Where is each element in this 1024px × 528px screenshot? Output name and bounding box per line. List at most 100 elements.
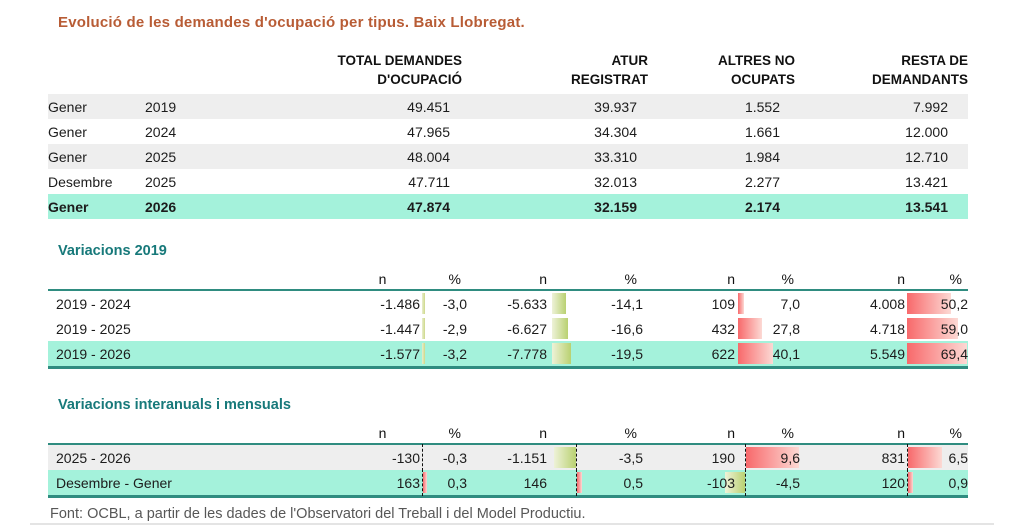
cell-value: 831 (881, 449, 905, 466)
cell-value: 1.661 (744, 123, 780, 140)
subheader-n: n (467, 263, 547, 291)
table-row-highlighted: 2019 - 2026 -1.577 -3,2 -7.778 -19,5 622… (48, 341, 968, 369)
cell-value: -130 (391, 449, 420, 466)
variacions-2019-table: n % n % n % n % 2019 - 2024 -1.486 -3,0 … (48, 263, 968, 369)
table-row-highlighted: Desembre - Gener 163 0,3 146 0,5 -103 -4… (48, 469, 968, 498)
cell-value: 1.984 (744, 148, 780, 165)
data-bar (907, 318, 958, 339)
cell-value: -4,5 (775, 474, 800, 491)
header-line: ATUR (611, 53, 649, 68)
axis-line (745, 469, 746, 496)
data-bar (552, 293, 566, 314)
subheader-n: n (800, 263, 905, 291)
cell-value: 120 (881, 474, 905, 491)
cell-month: Desembre (48, 173, 113, 190)
subheader-row: n % n % n % n % (48, 263, 968, 291)
cell-value: 32.013 (594, 173, 637, 190)
source-note: Font: OCBL, a partir de les dades de l'O… (50, 506, 586, 522)
subheader-pct: % (420, 263, 467, 291)
cell-month: Gener (48, 198, 89, 215)
cell-value: 48.004 (407, 148, 450, 165)
section-heading-variacions-interanuals: Variacions interanuals i mensuals (58, 397, 291, 413)
cell-value: 39.937 (594, 98, 637, 115)
cell-value: 13.541 (905, 198, 948, 215)
cell-value: -1.577 (380, 345, 420, 362)
cell-value: -3,0 (442, 295, 467, 312)
cell-value: 47.965 (407, 123, 450, 140)
cell-value: 2.277 (744, 173, 780, 190)
cell-value: 7.992 (912, 98, 948, 115)
cell-value: 27,8 (772, 320, 800, 337)
cell-value: -1.447 (380, 320, 420, 337)
main-table-header-row: TOTAL DEMANDES D'OCUPACIÓ ATUR REGISTRAT… (48, 51, 968, 94)
subheader-row: n % n % n % n % (48, 417, 968, 445)
cell-value: -19,5 (611, 345, 643, 362)
cell-value: -2,9 (442, 320, 467, 337)
data-bar (422, 318, 425, 339)
subheader-pct: % (905, 417, 968, 445)
cell-month: Gener (48, 98, 87, 115)
header-total-demandes: TOTAL DEMANDES D'OCUPACIÓ (215, 51, 462, 94)
variacions-interanuals-table: n % n % n % n % 2025 - 2026 -130 -0,3 -1… (48, 417, 968, 498)
cell-value: 13.421 (905, 173, 948, 190)
cell-value: 12.000 (905, 123, 948, 140)
axis-line (907, 444, 908, 471)
cell-value: 9,6 (780, 449, 800, 466)
cell-year: 2025 (145, 173, 177, 190)
cell-value: 6,5 (948, 449, 968, 466)
header-spacer (48, 51, 215, 94)
cell-period: 2019 - 2026 (48, 341, 345, 369)
cell-month: Gener (48, 148, 87, 165)
table-row: Desembre 2025 47.711 32.013 2.277 13.421 (48, 169, 968, 194)
header-atur-registrat: ATUR REGISTRAT (462, 51, 648, 94)
cell-value: -14,1 (611, 295, 643, 312)
data-bar (746, 447, 799, 468)
table-row: Gener 2019 49.451 39.937 1.552 7.992 (48, 94, 968, 119)
cell-value: 432 (711, 320, 735, 337)
axis-line (422, 469, 423, 496)
data-bar (577, 472, 582, 493)
header-line: D'OCUPACIÓ (377, 72, 462, 87)
subheader-pct: % (547, 263, 643, 291)
cell-period: Desembre - Gener (48, 470, 345, 498)
axis-line (907, 469, 908, 496)
header-line: ALTRES NO (718, 53, 795, 68)
data-bar (738, 293, 744, 314)
subheader-pct: % (905, 263, 968, 291)
table-row-highlighted: Gener 2026 47.874 32.159 2.174 13.541 (48, 194, 968, 219)
report-page: Evolució de les demandes d'ocupació per … (48, 14, 968, 522)
cell-value: 47.874 (407, 198, 450, 215)
cell-year: 2024 (145, 123, 177, 140)
cell-value: 0,9 (948, 474, 968, 491)
cell-value: -1.486 (380, 295, 420, 312)
cell-value: -103 (706, 474, 735, 491)
subheader-pct: % (735, 263, 800, 291)
cell-value: 32.159 (594, 198, 637, 215)
table-row: 2025 - 2026 -130 -0,3 -1.151 -3,5 190 9,… (48, 444, 968, 471)
data-bar (907, 343, 967, 364)
cell-value: 2.174 (744, 198, 780, 215)
data-bar (908, 472, 913, 493)
cell-value: 69,4 (940, 345, 968, 362)
page-title: Evolució de les demandes d'ocupació per … (58, 14, 525, 31)
cell-value: -16,6 (611, 320, 643, 337)
data-bar (907, 293, 951, 314)
cell-value: 34.304 (594, 123, 637, 140)
cell-value: -7.778 (507, 345, 547, 362)
header-line: TOTAL DEMANDES (337, 53, 462, 68)
cell-value: 12.710 (905, 148, 948, 165)
cell-value: 50,2 (940, 295, 968, 312)
subheader-n: n (643, 263, 735, 291)
header-spacer (48, 417, 345, 445)
section-heading-variacions-2019: Variacions 2019 (58, 243, 167, 259)
data-bar (423, 472, 427, 493)
cell-value: 33.310 (594, 148, 637, 165)
data-bar (554, 447, 576, 468)
data-bar (422, 343, 425, 364)
cell-value: -3,2 (442, 345, 467, 362)
page-bottom-divider (30, 523, 994, 525)
cell-value: -0,3 (442, 449, 467, 466)
data-bar (422, 293, 425, 314)
cell-value: -5.633 (507, 295, 547, 312)
cell-value: 5.549 (869, 345, 905, 362)
